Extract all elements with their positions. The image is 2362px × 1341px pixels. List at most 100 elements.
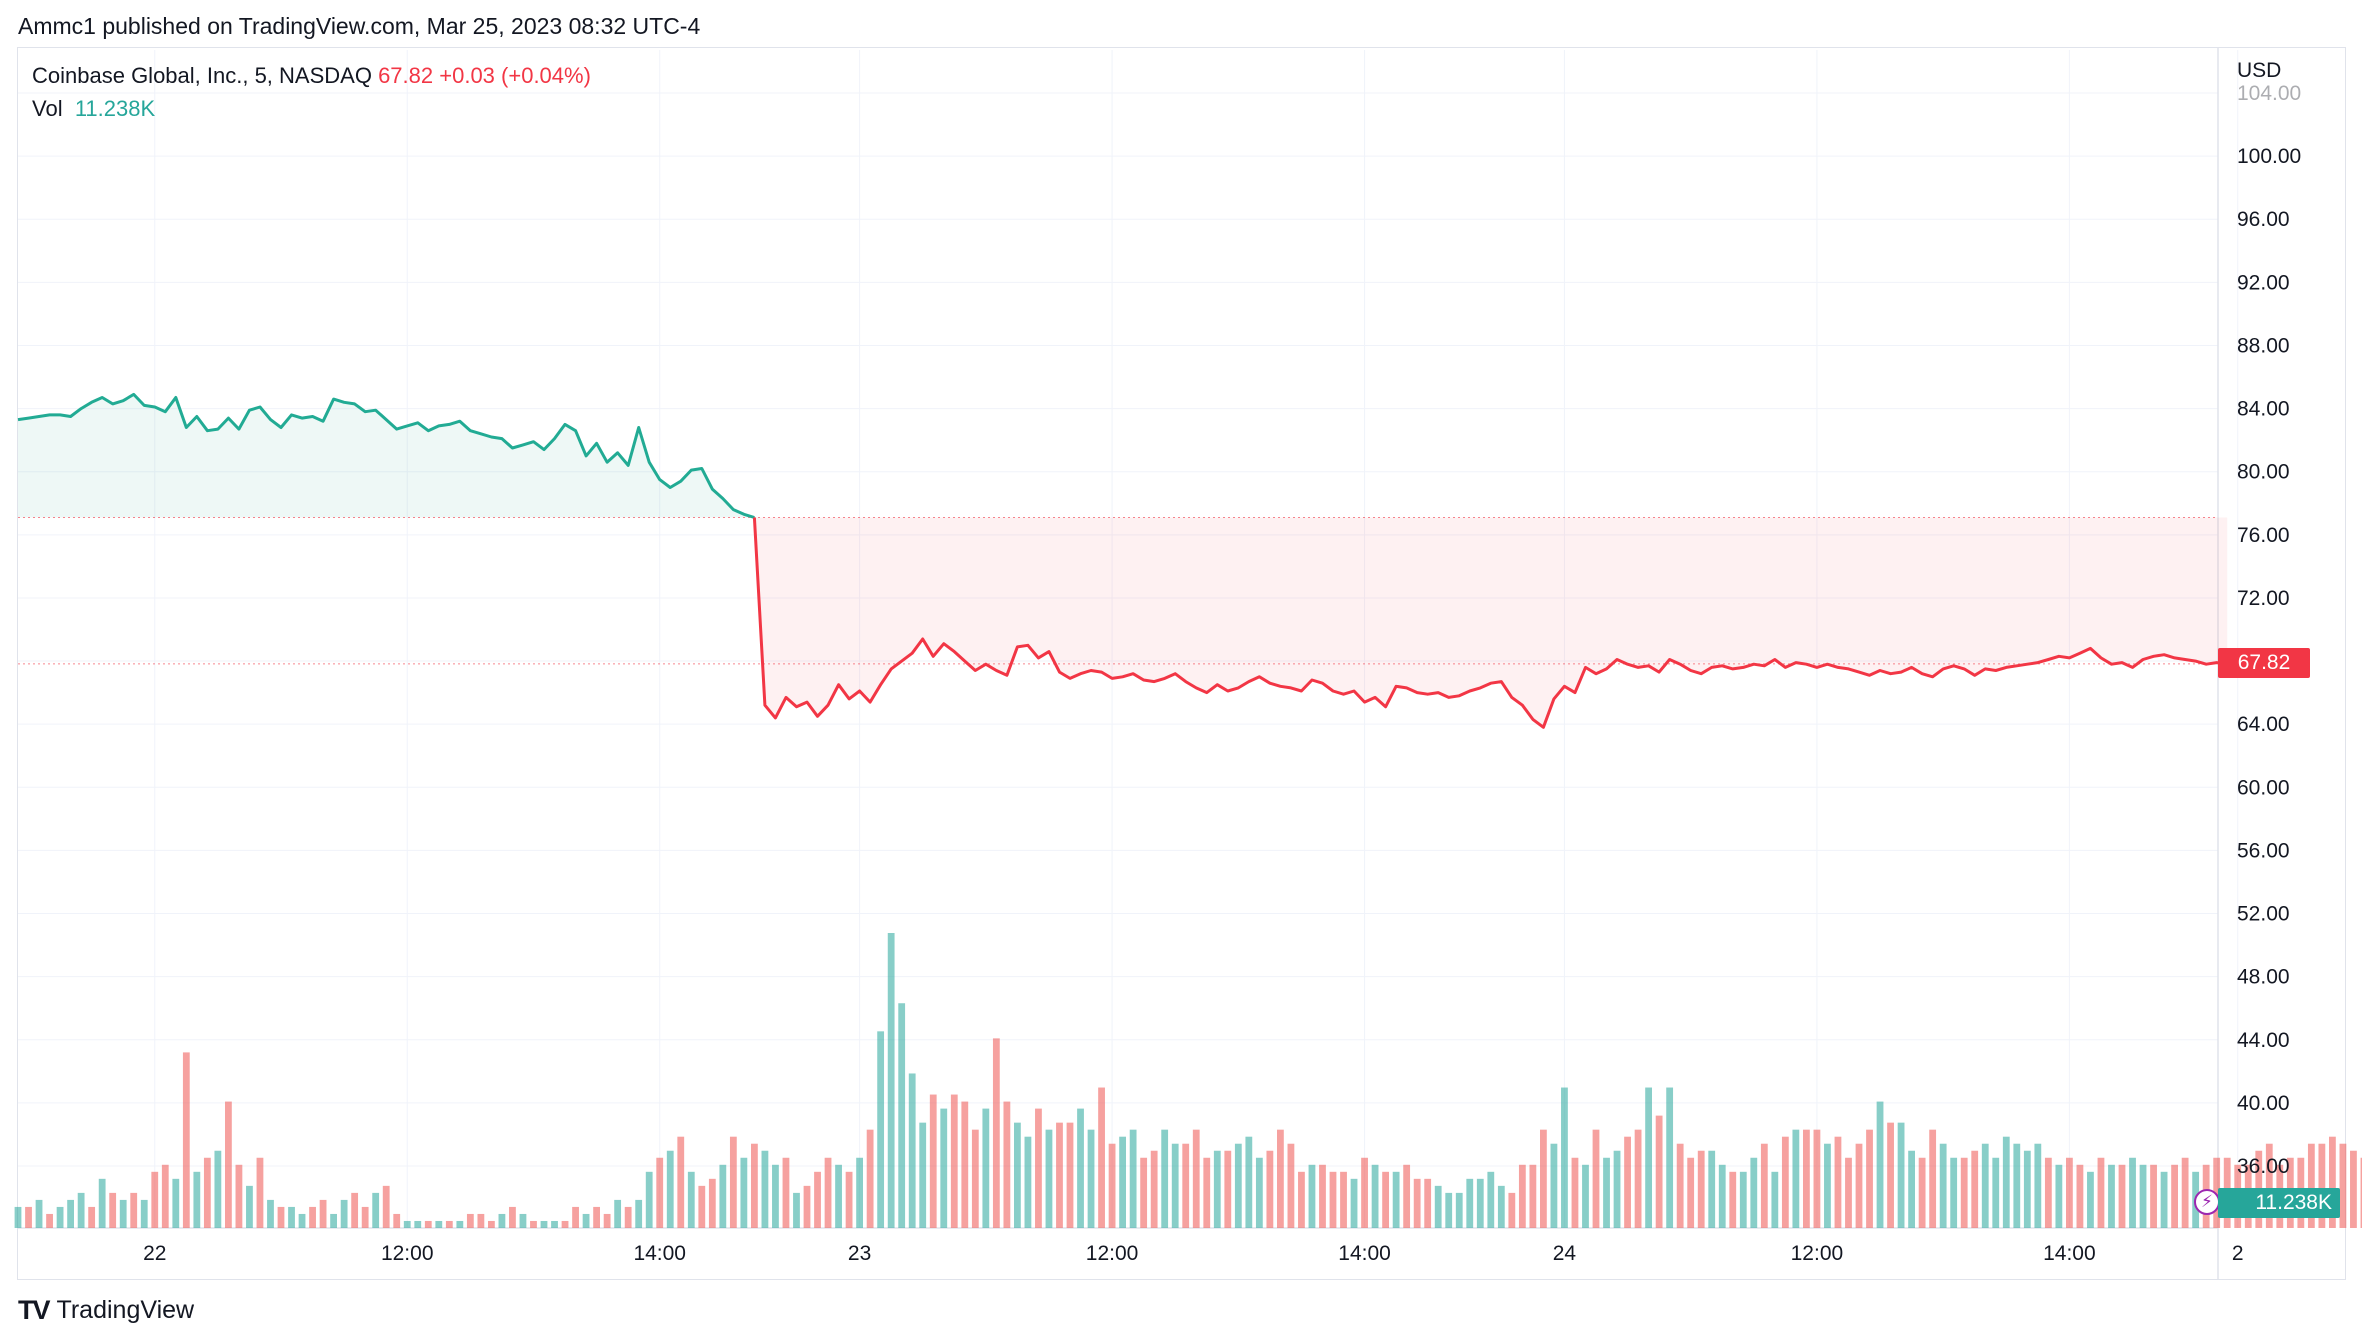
volume-bar — [477, 1213, 485, 1228]
volume-bar — [835, 1164, 842, 1228]
volume-bar — [708, 1178, 716, 1228]
volume-bar — [1803, 1129, 1810, 1228]
volume-bar — [1571, 1157, 1579, 1228]
volume-bar — [182, 1052, 190, 1228]
volume-label: Vol — [32, 96, 63, 121]
price-tick-label: 56.00 — [2237, 839, 2290, 862]
volume-bar — [1014, 1122, 1021, 1228]
price-tick-label: 52.00 — [2237, 903, 2290, 926]
volume-bar — [1718, 1164, 1726, 1228]
price-tick-label: 104.00 — [2237, 82, 2301, 105]
time-tick-label: 12:00 — [1086, 1242, 1139, 1265]
bolt-icon[interactable]: ⚡ — [2194, 1189, 2220, 1215]
volume-bar — [1960, 1157, 1968, 1228]
volume-bar — [772, 1164, 779, 1228]
volume-bar — [1697, 1150, 1705, 1228]
volume-bar — [1434, 1185, 1442, 1228]
volume-bar — [1939, 1143, 1947, 1228]
volume-bar — [2160, 1171, 2168, 1228]
tradingview-logo-icon: TV — [18, 1295, 50, 1325]
volume-bar — [1908, 1150, 1915, 1228]
volume-bar — [1140, 1157, 1148, 1228]
volume-bar — [2339, 1143, 2347, 1228]
price-tick-label: 100.00 — [2237, 145, 2301, 168]
volume-bar — [466, 1213, 474, 1228]
volume-bar — [992, 1038, 1000, 1228]
volume-bar — [340, 1199, 348, 1228]
volume-bar — [687, 1171, 695, 1228]
volume-bar — [372, 1192, 380, 1228]
symbol-legend[interactable]: Coinbase Global, Inc., 5, NASDAQ 67.82 +… — [32, 63, 591, 89]
volume-bar — [1224, 1150, 1232, 1228]
volume-bar — [1687, 1157, 1695, 1228]
volume-bar — [77, 1192, 85, 1228]
volume-bar — [803, 1185, 811, 1228]
volume-bar — [225, 1101, 232, 1228]
volume-bar — [1035, 1108, 1042, 1228]
volume-bar — [498, 1213, 506, 1228]
volume-bar — [2350, 1150, 2357, 1228]
volume-bar — [1308, 1164, 1316, 1228]
volume-bar — [203, 1157, 211, 1228]
volume-bar — [267, 1199, 274, 1228]
volume-bar — [1792, 1129, 1800, 1228]
volume-bar — [2002, 1136, 2010, 1228]
volume-bar — [2055, 1164, 2063, 1228]
volume-bar — [88, 1206, 96, 1228]
volume-bar — [2034, 1143, 2042, 1228]
currency-label[interactable]: USD — [2237, 59, 2282, 82]
volume-bar — [1813, 1129, 1821, 1228]
volume-bar — [519, 1213, 527, 1228]
volume-bar — [908, 1073, 916, 1228]
volume-bar — [1497, 1185, 1505, 1228]
volume-bar — [593, 1206, 600, 1228]
price-tick-label: 60.00 — [2237, 776, 2290, 799]
volume-bar — [561, 1220, 569, 1228]
brand-name: TradingView — [56, 1296, 195, 1324]
volume-bar — [1634, 1129, 1642, 1228]
volume-bar — [761, 1150, 769, 1228]
volume-bar — [793, 1192, 800, 1228]
volume-bar — [277, 1206, 285, 1228]
volume-bar — [1287, 1143, 1295, 1228]
volume-bar — [582, 1213, 590, 1228]
volume-bar — [1329, 1171, 1337, 1228]
volume-bar — [1929, 1129, 1937, 1228]
volume-bar — [2318, 1143, 2326, 1228]
volume-bar — [656, 1157, 664, 1228]
volume-bar — [172, 1178, 180, 1228]
volume-bar — [330, 1213, 337, 1228]
volume-bar — [1750, 1157, 1758, 1228]
time-tick-label: 22 — [143, 1242, 166, 1265]
volume-bar — [2118, 1164, 2126, 1228]
volume-legend[interactable]: Vol 11.238K — [32, 96, 155, 122]
volume-bar — [1592, 1129, 1600, 1228]
volume-bar — [1161, 1129, 1169, 1228]
volume-bar — [1277, 1129, 1284, 1228]
volume-bar — [1255, 1157, 1263, 1228]
volume-bar — [1855, 1143, 1863, 1228]
volume-bar — [1971, 1150, 1979, 1228]
volume-bar — [751, 1143, 758, 1228]
tradingview-brand[interactable]: TV TradingView — [18, 1295, 194, 1326]
volume-bar — [1729, 1171, 1737, 1228]
volume-bar — [2265, 1143, 2273, 1228]
volume-bar — [445, 1220, 453, 1228]
volume-bar — [298, 1213, 306, 1228]
volume-bar — [1613, 1150, 1621, 1228]
volume-bar — [929, 1094, 937, 1228]
volume-bar — [1992, 1157, 2000, 1228]
volume-bar — [130, 1192, 138, 1228]
volume-bar — [950, 1094, 958, 1228]
publisher-credit: Ammc1 published on TradingView.com, Mar … — [18, 13, 701, 39]
volume-bar — [2044, 1157, 2052, 1228]
volume-bar — [1350, 1178, 1358, 1228]
price-tick-label: 88.00 — [2237, 334, 2290, 357]
price-lines — [17, 392, 2228, 729]
volume-bar — [677, 1136, 685, 1228]
price-line-up — [17, 392, 755, 519]
volume-bar — [1834, 1136, 1842, 1228]
volume-bar — [614, 1199, 622, 1228]
volume-bar — [2307, 1143, 2315, 1228]
